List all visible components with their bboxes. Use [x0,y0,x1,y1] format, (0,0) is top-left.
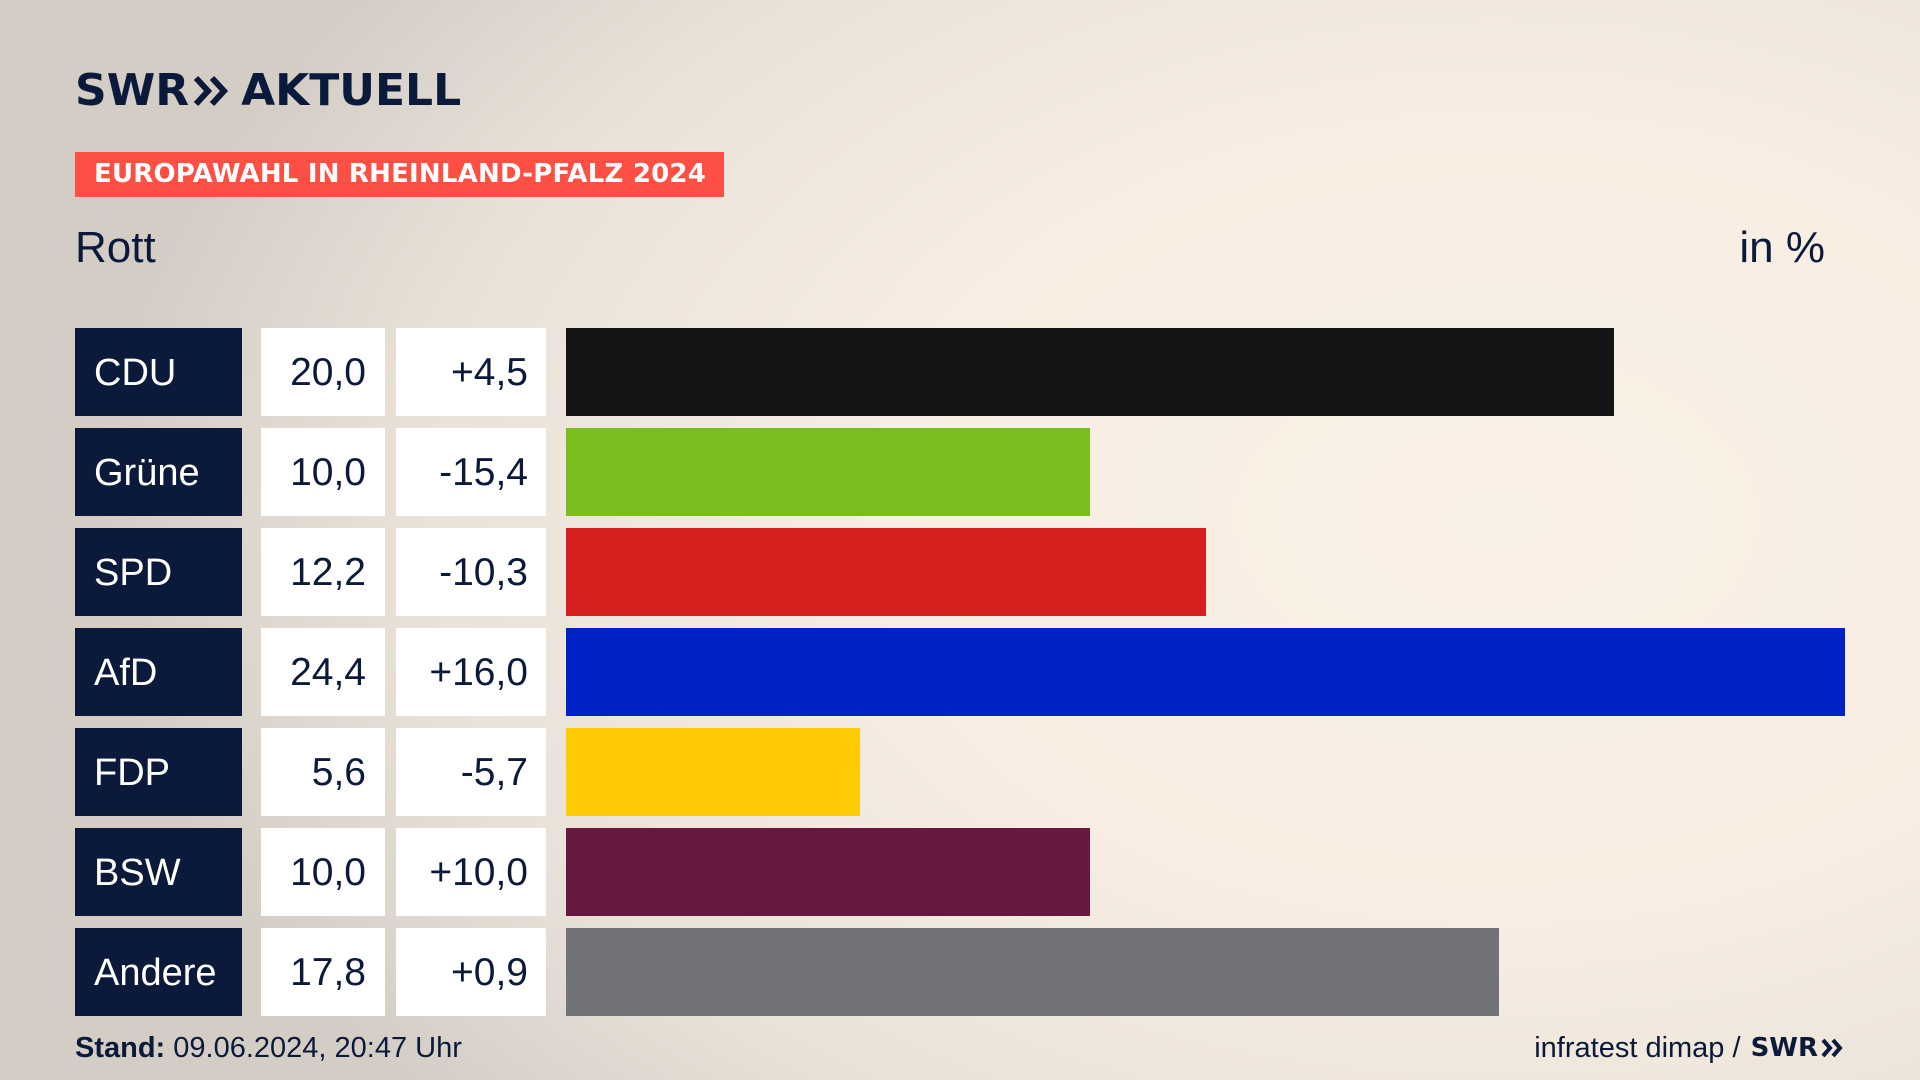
source-text: infratest dimap / [1534,1032,1741,1064]
party-label-box [75,428,242,516]
value-label: 17,8 [290,951,366,994]
change-cell [396,728,546,816]
source-brand: SWR [1750,1033,1818,1063]
timestamp: Stand: 09.06.2024, 20:47 Uhr [75,1030,462,1066]
chart-row: BSW 10,0 +10,0 [75,828,1090,916]
chart-row: Andere 17,8 +0,9 [75,928,1499,1016]
change-label: -15,4 [439,451,528,494]
result-bar [566,928,1499,1016]
result-bar [566,528,1206,616]
party-label: AfD [94,652,157,694]
election-banner: EUROPAWAHL IN RHEINLAND-PFALZ 2024 [75,152,724,197]
change-label: -10,3 [439,551,528,594]
party-label-box [75,528,242,616]
value-label: 5,6 [312,751,366,794]
logo-swr-text: SWR [75,65,190,116]
value-cell [261,528,385,616]
party-label-box [75,728,242,816]
value-label: 12,2 [290,551,366,594]
result-bar [566,828,1090,916]
change-label: +0,9 [451,951,528,994]
value-cell [261,628,385,716]
party-label-box [75,828,242,916]
change-label: +10,0 [429,851,528,894]
value-label: 10,0 [290,451,366,494]
result-bar [566,628,1845,716]
chart-row: Grüne 10,0 -15,4 [75,428,1090,516]
region-title: Rott [75,223,156,272]
chart-row: AfD 24,4 +16,0 [75,628,1845,716]
party-label: Andere [94,952,217,994]
change-cell [396,428,546,516]
change-cell [396,828,546,916]
value-label: 20,0 [290,351,366,394]
party-label-box [75,328,242,416]
value-cell [261,928,385,1016]
small-double-chevron-icon [1821,1038,1843,1058]
change-cell [396,328,546,416]
stand-value: 09.06.2024, 20:47 Uhr [173,1032,462,1064]
change-label: +16,0 [429,651,528,694]
party-label-box [75,628,242,716]
logo-aktuell-text: AKTUELL [241,65,462,116]
result-bar [566,728,860,816]
change-cell [396,928,546,1016]
value-cell [261,728,385,816]
value-label: 10,0 [290,851,366,894]
change-label: +4,5 [451,351,528,394]
party-label-box [75,928,242,1016]
change-cell [396,528,546,616]
swr-aktuell-logo: SWR AKTUELL [75,66,461,116]
result-bar [566,428,1090,516]
value-cell [261,328,385,416]
stand-label: Stand: [75,1032,166,1064]
unit-label: in % [1739,223,1825,272]
party-label: CDU [94,352,176,394]
source-credit: infratest dimap / SWR [1534,1030,1845,1066]
chart-row: CDU 20,0 +4,5 [75,328,1614,416]
double-chevron-icon [193,75,229,107]
party-label: Grüne [94,452,200,494]
change-label: -5,7 [461,751,528,794]
result-bar [566,328,1614,416]
value-cell [261,828,385,916]
change-cell [396,628,546,716]
chart-row: SPD 12,2 -10,3 [75,528,1206,616]
party-label: BSW [94,852,181,894]
value-cell [261,428,385,516]
party-label: SPD [94,552,172,594]
chart-row: FDP 5,6 -5,7 [75,728,860,816]
value-label: 24,4 [290,651,366,694]
party-label: FDP [94,752,170,794]
